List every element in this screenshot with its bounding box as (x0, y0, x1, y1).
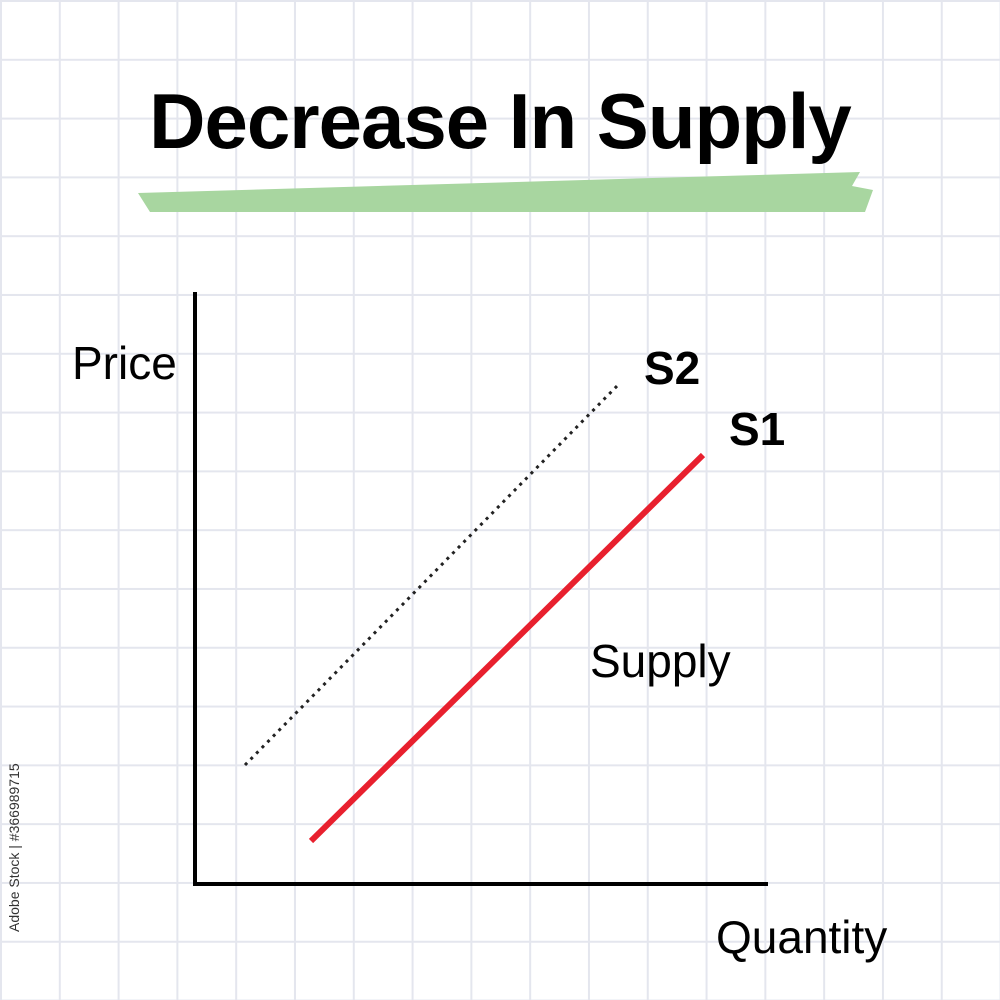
x-axis-label: Quantity (716, 911, 888, 963)
s2-supply-curve (243, 383, 620, 767)
s2-curve-label: S2 (644, 342, 701, 394)
s1-supply-curve (308, 452, 706, 844)
s1-curve-label: S1 (729, 403, 786, 455)
stock-watermark: Adobe Stock | #366989715 (6, 763, 22, 932)
supply-curve-label: Supply (590, 635, 731, 687)
page-title: Decrease In Supply (149, 77, 852, 165)
y-axis-label: Price (72, 337, 177, 389)
